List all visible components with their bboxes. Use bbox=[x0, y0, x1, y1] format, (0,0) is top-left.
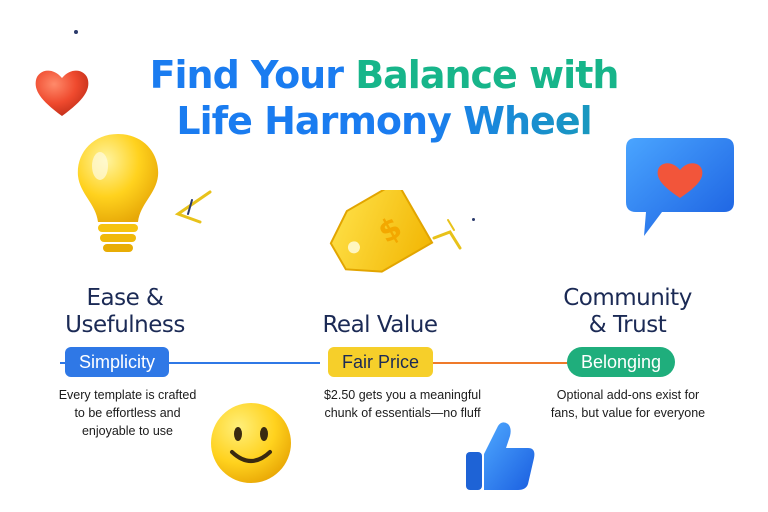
sparkle-icon bbox=[432, 219, 462, 250]
heart-icon bbox=[35, 70, 89, 116]
price-tag-icon: $ bbox=[329, 190, 434, 273]
column-title-line: Real Value bbox=[322, 312, 438, 338]
lightbulb-icon bbox=[77, 134, 159, 252]
description-line: $2.50 gets you a meaningful bbox=[323, 388, 482, 402]
title-part-1: Find Your bbox=[149, 53, 356, 97]
decor-dot bbox=[472, 218, 475, 221]
thumbs-up-icon bbox=[466, 422, 535, 490]
title-line-1: Find Your Balance with bbox=[0, 52, 768, 98]
column-title-line: Community bbox=[563, 285, 692, 311]
chat-heart-icon bbox=[626, 138, 734, 236]
pill-fair-price: Fair Price bbox=[328, 347, 434, 377]
connector-line-blue bbox=[60, 362, 320, 364]
description-line: Every template is crafted bbox=[58, 388, 197, 402]
description-line: chunk of essentials—no fluff bbox=[324, 406, 481, 420]
description-line: to be effortless and bbox=[74, 406, 181, 420]
description-simplicity: Every template is crafted to be effortle… bbox=[40, 386, 215, 440]
decor-dot bbox=[74, 30, 78, 34]
column-title-ease: Ease & Usefulness bbox=[40, 285, 210, 339]
description-belonging: Optional add-ons exist for fans, but val… bbox=[528, 386, 728, 422]
title-line-2: Life Harmony Wheel bbox=[0, 98, 768, 144]
pill-simplicity: Simplicity bbox=[65, 347, 170, 377]
title-part-2: Balance with bbox=[355, 53, 619, 97]
column-title-line: Usefulness bbox=[65, 312, 185, 338]
connector-line-orange bbox=[430, 362, 580, 364]
page-title: Find Your Balance with Life Harmony Whee… bbox=[0, 52, 768, 144]
description-line: fans, but value for everyone bbox=[550, 406, 706, 420]
column-title-line: & Trust bbox=[588, 312, 667, 338]
column-title-value: Real Value bbox=[300, 312, 460, 339]
column-title-community: Community & Trust bbox=[540, 285, 715, 339]
smiley-icon bbox=[211, 403, 291, 483]
description-line: Optional add-ons exist for bbox=[556, 388, 700, 402]
sparkle-icon bbox=[174, 190, 212, 224]
pill-belonging: Belonging bbox=[567, 347, 676, 377]
column-title-line: Ease & bbox=[86, 285, 164, 311]
description-line: enjoyable to use bbox=[81, 424, 174, 438]
description-fair-price: $2.50 gets you a meaningful chunk of ess… bbox=[290, 386, 515, 422]
